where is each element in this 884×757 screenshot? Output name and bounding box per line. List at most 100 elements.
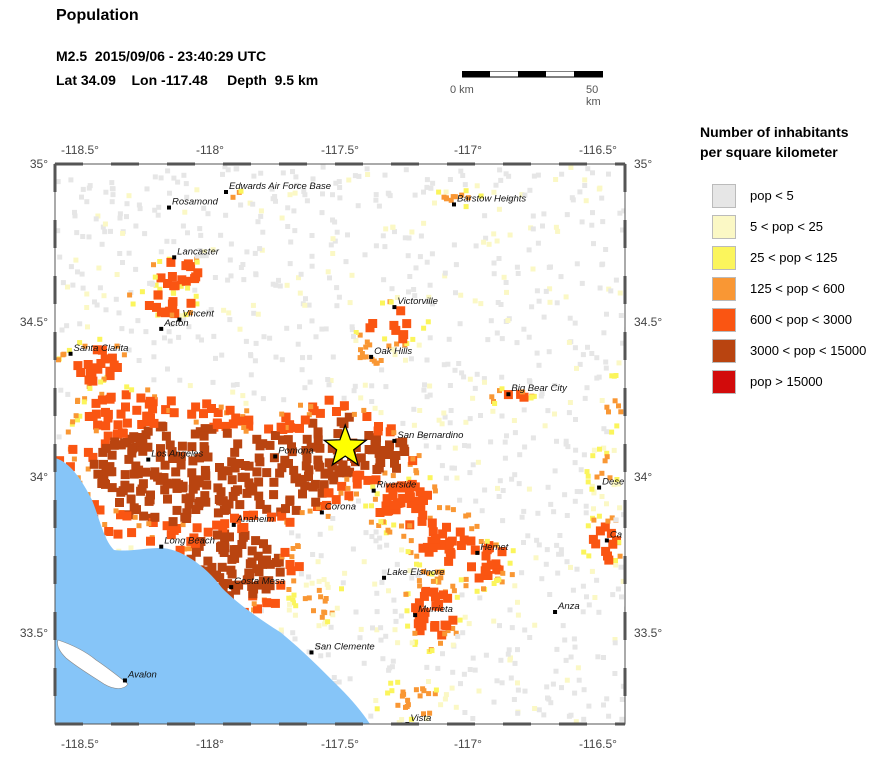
density-cell — [507, 196, 513, 202]
density-cell — [569, 195, 575, 201]
density-cell — [76, 368, 86, 377]
density-cell — [72, 209, 77, 215]
density-cell — [496, 577, 502, 583]
density-cell — [618, 409, 624, 415]
density-cell — [136, 202, 142, 208]
city-marker: Lake Elsinore — [382, 567, 445, 580]
density-cell — [258, 208, 264, 214]
density-cell — [238, 188, 244, 194]
density-cell — [499, 336, 505, 342]
density-cell — [522, 688, 528, 694]
density-cell — [301, 446, 311, 455]
city-marker: Big Bear City — [506, 383, 568, 397]
density-cell — [325, 584, 331, 590]
density-cell — [97, 479, 107, 488]
density-cell — [223, 212, 229, 218]
density-cell — [591, 489, 597, 495]
density-cell — [429, 648, 435, 654]
density-cell — [167, 272, 177, 281]
density-cell — [426, 691, 432, 697]
density-cell — [187, 442, 197, 452]
density-cell — [581, 716, 587, 722]
density-cell — [604, 501, 609, 507]
density-cell — [604, 404, 610, 410]
density-cell — [332, 407, 341, 416]
density-cell — [113, 420, 123, 430]
density-cell — [171, 239, 177, 245]
density-cell — [122, 511, 132, 521]
density-cell — [248, 589, 258, 599]
density-cell — [240, 393, 246, 399]
density-cell — [590, 453, 596, 459]
density-cell — [85, 324, 90, 330]
density-cell — [422, 434, 428, 440]
density-cell — [224, 499, 234, 509]
density-cell — [552, 468, 558, 474]
density-cell — [606, 409, 611, 415]
density-cell — [330, 354, 336, 360]
density-cell — [535, 172, 541, 178]
density-cell — [252, 564, 262, 574]
density-cell — [591, 447, 597, 453]
epicenter-star-icon — [322, 423, 368, 467]
density-cell — [126, 250, 132, 256]
city-label: Riverside — [377, 480, 417, 491]
density-cell — [545, 408, 551, 414]
density-cell — [620, 227, 625, 233]
density-cell — [603, 365, 609, 371]
density-cell — [352, 479, 362, 489]
density-cell — [521, 540, 526, 545]
density-cell — [180, 223, 186, 229]
density-cell — [322, 610, 328, 616]
density-cell — [380, 233, 386, 239]
density-cell — [143, 426, 153, 436]
density-cell — [454, 594, 460, 600]
density-cell — [244, 568, 254, 578]
density-cell — [313, 455, 323, 465]
density-cell — [98, 447, 108, 457]
density-cell — [507, 607, 513, 613]
density-cell — [75, 397, 81, 403]
density-cell — [242, 575, 252, 585]
density-cell — [586, 602, 592, 608]
density-cell — [586, 703, 592, 709]
density-cell — [618, 564, 624, 570]
density-cell — [68, 264, 74, 270]
density-cell — [512, 472, 518, 478]
density-cell — [284, 459, 293, 468]
density-cell — [351, 333, 356, 339]
density-cell — [162, 521, 172, 531]
density-cell — [430, 180, 436, 186]
density-cell — [331, 495, 341, 505]
density-cell — [460, 630, 466, 636]
density-cell — [473, 498, 479, 504]
density-cell — [374, 360, 380, 366]
density-cell — [391, 451, 401, 460]
density-cell — [572, 320, 578, 326]
legend-swatch — [712, 184, 736, 208]
density-cell — [449, 685, 455, 691]
density-cell — [411, 603, 421, 613]
density-cell — [497, 547, 507, 557]
density-cell — [285, 496, 295, 506]
density-cell — [604, 429, 610, 435]
density-cell — [311, 497, 321, 507]
density-cell — [230, 389, 236, 395]
density-cell — [439, 421, 445, 427]
density-cell — [286, 595, 292, 601]
y-tick-left: 34° — [30, 470, 48, 484]
density-cell — [130, 301, 136, 307]
density-cell — [380, 300, 385, 306]
density-cell — [100, 224, 106, 230]
map-title: Population — [56, 7, 139, 24]
density-cell — [298, 489, 307, 499]
city-marker: Edwards Air Force Base — [224, 181, 331, 194]
density-cell — [463, 419, 469, 425]
density-cell — [507, 657, 513, 663]
density-cell — [536, 707, 542, 713]
density-cell — [349, 272, 355, 278]
density-cell — [167, 338, 173, 344]
density-cell — [568, 564, 573, 570]
density-cell — [597, 446, 602, 452]
density-cell — [415, 572, 421, 578]
